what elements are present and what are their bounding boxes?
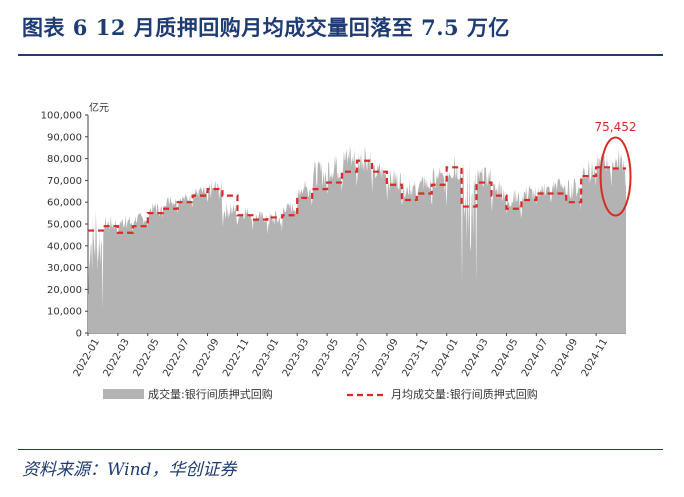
x-tick-label: 2023-03: [281, 337, 311, 379]
y-tick-label: 60,000: [47, 198, 82, 209]
title-rule: [18, 54, 663, 56]
y-tick-label: 20,000: [47, 285, 82, 296]
source-rule: [18, 449, 663, 450]
y-tick-label: 100,000: [41, 111, 82, 122]
daily-volume-area: [88, 145, 626, 333]
x-tick-label: 2023-09: [371, 337, 401, 379]
annotation-value-label: 75,452: [595, 120, 637, 134]
x-tick-label: 2023-07: [341, 337, 371, 379]
y-tick-label: 70,000: [47, 176, 82, 187]
y-tick-label: 30,000: [47, 263, 82, 274]
annotation-layer: 75,452: [595, 120, 637, 217]
x-tick-label: 2024-09: [550, 337, 580, 379]
x-tick-label: 2022-07: [161, 337, 191, 379]
y-tick-label: 50,000: [47, 220, 82, 231]
x-tick-label: 2022-09: [191, 337, 221, 379]
figure-title: 图表 6 12 月质押回购月均成交量回落至 7.5 万亿: [22, 15, 510, 40]
x-tick-label: 2024-03: [460, 337, 490, 379]
monthly-average-line: [88, 159, 626, 234]
legend-label-area: 成交量:银行间质押式回购: [148, 387, 273, 401]
y-tick-label: 0: [76, 329, 82, 340]
y-tick-label: 10,000: [47, 307, 82, 318]
legend-swatch-area: [103, 389, 144, 399]
chart-legend: 成交量:银行间质押式回购 月均成交量:银行间质押式回购: [103, 387, 538, 401]
x-tick-label: 2023-01: [251, 337, 281, 379]
x-tick-label: 2023-05: [311, 337, 341, 379]
y-tick-label: 40,000: [47, 241, 82, 252]
x-tick-label: 2022-11: [221, 337, 251, 379]
series-area-volume: [88, 145, 626, 333]
annotation-highlight-ellipse: [599, 136, 632, 217]
y-tick-label: 80,000: [47, 154, 82, 165]
x-tick-label: 2022-05: [131, 337, 161, 379]
series-line-monthly-average: [88, 159, 626, 234]
x-tick-label: 2022-01: [72, 337, 102, 379]
x-tick-label: 2024-05: [490, 337, 520, 379]
y-tick-label: 90,000: [47, 132, 82, 143]
source-note: 资料来源：Wind，华创证券: [22, 460, 237, 480]
x-tick-label: 2024-01: [430, 337, 460, 379]
x-tick-label: 2023-11: [400, 337, 430, 379]
x-tick-label: 2024-07: [520, 337, 550, 379]
volume-area-chart: 0 10,000 20,000 30,000 40,000 50,000 60,000 70,…: [41, 101, 637, 401]
x-tick-label: 2024-11: [580, 337, 610, 379]
legend-label-line: 月均成交量:银行间质押式回购: [391, 387, 538, 401]
x-tick-label: 2022-03: [102, 337, 132, 379]
y-axis-unit-label: 亿元: [89, 101, 109, 114]
